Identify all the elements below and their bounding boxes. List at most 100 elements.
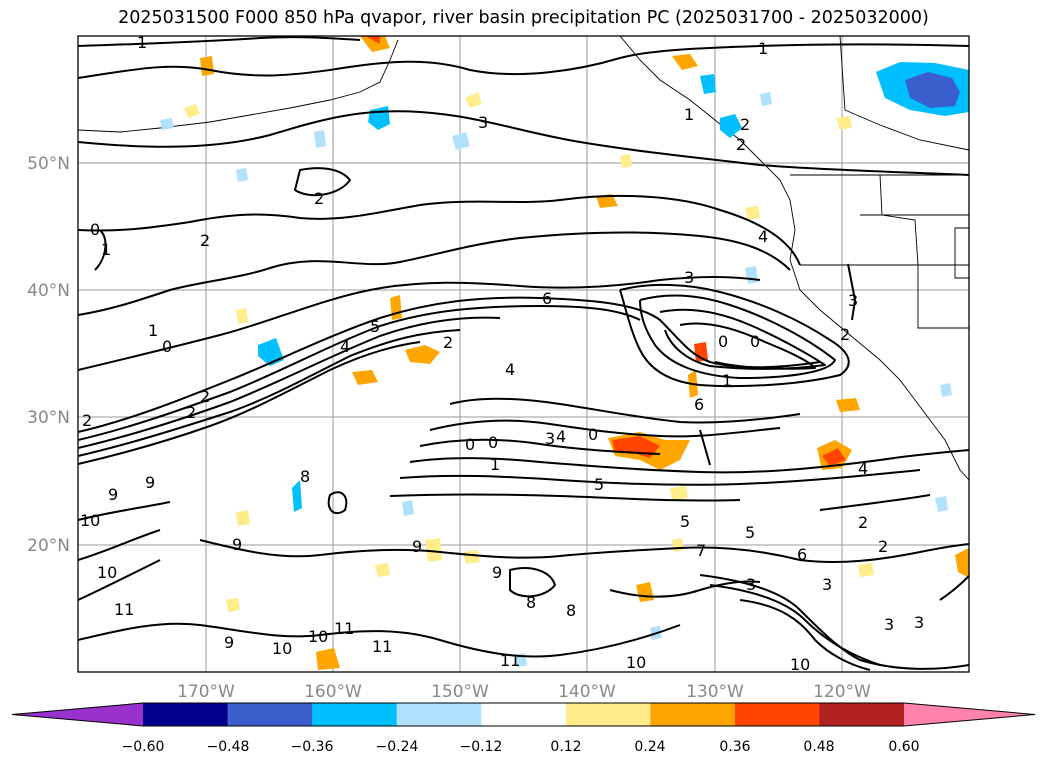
colorbar-segment xyxy=(227,703,313,726)
contour-label: 1 xyxy=(490,455,500,474)
contour-label: 9 xyxy=(492,563,502,582)
contour-label: 3 xyxy=(848,291,858,310)
map-frame xyxy=(77,35,970,673)
contour-label: 0 xyxy=(588,425,598,444)
contour-label: 4 xyxy=(758,227,768,246)
contour-label: 2 xyxy=(740,115,750,134)
contour-label: 1 xyxy=(148,321,158,340)
contour-label: 8 xyxy=(526,593,536,612)
colorbar-tick-label: −0.48 xyxy=(207,739,250,755)
lon-label-170w: 170°W xyxy=(177,682,235,702)
lat-label-30n: 30°N xyxy=(27,408,70,428)
colorbar-tick-label: −0.12 xyxy=(460,739,503,755)
contour-label: 11 xyxy=(372,637,392,656)
contour-label: 5 xyxy=(745,523,755,542)
contour-label: 10 xyxy=(790,655,810,674)
contour-label: 2 xyxy=(82,411,92,430)
colorbar xyxy=(11,702,1036,727)
coastlines xyxy=(78,36,969,481)
contour-label: 2 xyxy=(200,387,210,406)
contour-label: 1 xyxy=(101,240,111,259)
contour-label: 8 xyxy=(300,467,310,486)
contour-label: 11 xyxy=(114,600,134,619)
contour-label: 0 xyxy=(162,337,172,356)
lon-label-120w: 120°W xyxy=(813,682,871,702)
colorbar-segment xyxy=(143,703,229,726)
contour-label: 10 xyxy=(272,639,292,658)
contour-label: 11 xyxy=(334,619,354,638)
colorbar-tick-label: −0.24 xyxy=(376,739,419,755)
longitude-labels: 170°W 160°W 150°W 140°W 130°W 120°W xyxy=(177,682,871,702)
contour-label: 3 xyxy=(478,113,488,132)
map-title: 2025031500 F000 850 hPa qvapor, river ba… xyxy=(118,8,929,28)
contour-label: 7 xyxy=(696,541,706,560)
contour-label: 4 xyxy=(340,337,350,356)
lon-label-150w: 150°W xyxy=(431,682,489,702)
contour-label: 0 xyxy=(750,332,760,351)
colorbar-segment xyxy=(650,703,736,726)
colorbar-tick-label: 0.48 xyxy=(803,739,834,755)
lat-label-20n: 20°N xyxy=(27,536,70,556)
colorbar-outline xyxy=(11,702,1036,727)
latitude-labels: 50°N 40°N 30°N 20°N xyxy=(27,154,70,556)
lon-label-130w: 130°W xyxy=(686,682,744,702)
contour-label: 3 xyxy=(684,268,694,287)
colorbar-extend-high xyxy=(904,703,1035,726)
contour-label: 9 xyxy=(108,485,118,504)
contour-label: 3 xyxy=(822,575,832,594)
graticule xyxy=(78,36,969,672)
map-panel xyxy=(78,36,969,672)
contour-label: 2 xyxy=(443,333,453,352)
colorbar-segment xyxy=(396,703,482,726)
qvapor-contours xyxy=(78,36,969,671)
contour-label: 1 xyxy=(722,371,732,390)
contour-label: 2 xyxy=(840,325,850,344)
contour-labels: 1 1 1 3 2 2 0 1 1 0 2 2 3 6 5 4 4 2 3 4 … xyxy=(80,36,924,674)
contour-label: 0 xyxy=(465,435,475,454)
lon-label-160w: 160°W xyxy=(304,682,362,702)
contour-label: 2 xyxy=(186,403,196,422)
contour-label: 2 xyxy=(736,135,746,154)
contour-label: 9 xyxy=(232,535,242,554)
colorbar-tick-label: −0.36 xyxy=(291,739,334,755)
contour-label: 2 xyxy=(314,189,324,208)
contour-label: 3 xyxy=(884,615,894,634)
contour-label: 9 xyxy=(412,537,422,556)
colorbar-tick-label: 0.24 xyxy=(634,739,665,755)
contour-label: 10 xyxy=(97,563,117,582)
contour-label: 0 xyxy=(718,332,728,351)
pc-shading xyxy=(160,36,969,670)
contour-label: 6 xyxy=(542,289,552,308)
colorbar-tick-label: −0.60 xyxy=(122,739,165,755)
contour-label: 3 xyxy=(914,613,924,632)
colorbar-segment xyxy=(819,703,905,726)
contour-label: 11 xyxy=(500,651,520,670)
contour-label: 2 xyxy=(858,513,868,532)
colorbar-segment xyxy=(312,703,398,726)
contour-label: 3 xyxy=(545,429,555,448)
contour-label: 0 xyxy=(90,220,100,239)
contour-label: 0 xyxy=(488,433,498,452)
colorbar-segment xyxy=(481,703,567,726)
contour-label: 10 xyxy=(626,653,646,672)
contour-label: 10 xyxy=(80,511,100,530)
lat-label-50n: 50°N xyxy=(27,154,70,174)
contour-label: 8 xyxy=(566,601,576,620)
contour-label: 6 xyxy=(694,395,704,414)
contour-label: 4 xyxy=(858,459,868,478)
lat-label-40n: 40°N xyxy=(27,281,70,301)
colorbar-segment xyxy=(734,703,820,726)
colorbar-tick-labels: −0.60 −0.48 −0.36 −0.24 −0.12 0.12 0.24 … xyxy=(122,739,920,755)
contour-label: 9 xyxy=(145,473,155,492)
colorbar-tick-label: 0.12 xyxy=(550,739,581,755)
contour-label: 9 xyxy=(224,633,234,652)
contour-label: 2 xyxy=(200,231,210,250)
contour-label: 1 xyxy=(758,39,768,58)
colorbar-tick-label: 0.36 xyxy=(719,739,750,755)
contour-label: 3 xyxy=(746,575,756,594)
contour-label: 6 xyxy=(797,545,807,564)
contour-label: 1 xyxy=(684,105,694,124)
contour-label: 10 xyxy=(308,627,328,646)
contour-label: 5 xyxy=(680,512,690,531)
